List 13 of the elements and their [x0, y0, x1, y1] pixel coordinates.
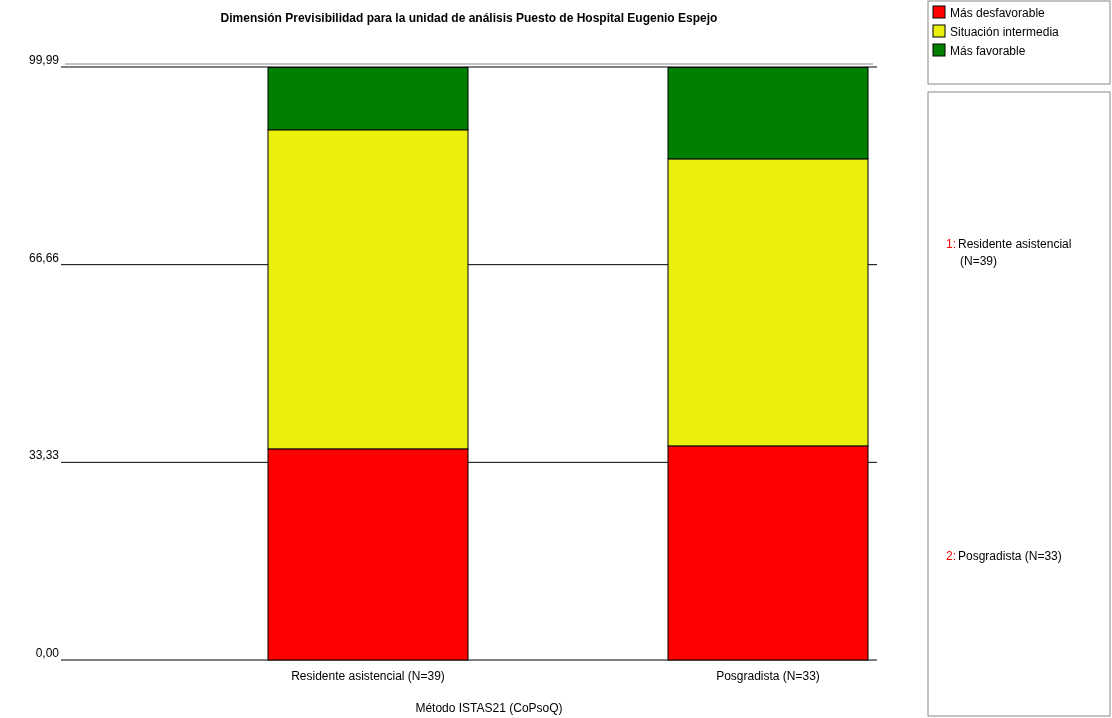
legend-label: Más favorable	[950, 44, 1026, 58]
x-axis-title: Método ISTAS21 (CoPsoQ)	[415, 701, 563, 715]
x-tick-label: Posgradista (N=33)	[716, 669, 820, 683]
text: 2: Posgradista (N=33)	[946, 549, 1062, 563]
text: 1: Residente asistencial (N=39)	[946, 237, 1072, 268]
legend-label: Más desfavorable	[950, 6, 1046, 20]
chart-title: Dimensión Previsibilidad para la unidad de análisis Puesto de Hospital Eugenio Espejo	[220, 11, 718, 25]
legend-label: Situación intermedia	[950, 25, 1060, 39]
x-tick-label: Residente asistencial (N=39)	[291, 669, 445, 683]
y-tick-label: 33,33	[28, 448, 60, 463]
y-tick-label: 66,66	[28, 250, 60, 265]
y-tick-label: 0,00	[35, 646, 60, 660]
y-tick-label: 99,99	[28, 53, 60, 67]
